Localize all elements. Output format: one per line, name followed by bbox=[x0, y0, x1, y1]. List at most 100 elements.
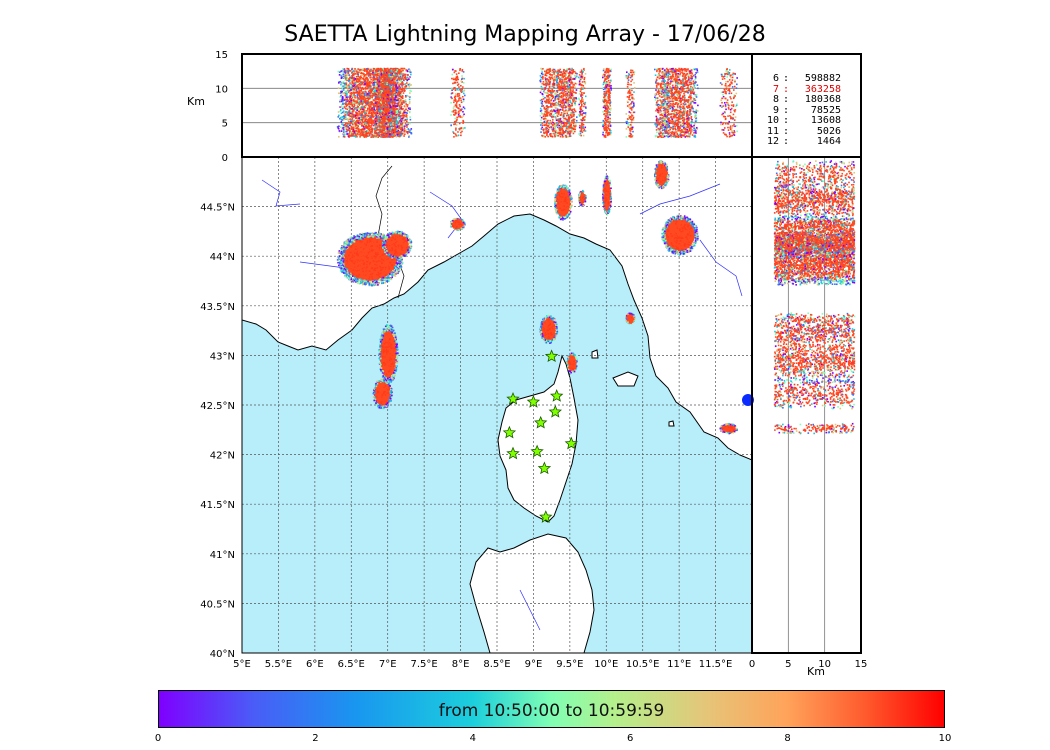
lightning-source bbox=[406, 244, 409, 247]
lightning-source bbox=[371, 232, 374, 234]
lightning-source bbox=[393, 376, 395, 378]
lightning-source bbox=[400, 245, 403, 247]
lightning-source bbox=[407, 241, 410, 243]
lightning-source bbox=[455, 226, 458, 228]
lightning-source bbox=[392, 367, 395, 370]
lightning-source bbox=[382, 370, 385, 373]
lightning-source bbox=[394, 246, 396, 249]
lightning-source bbox=[383, 377, 385, 380]
lightning-source bbox=[395, 357, 398, 360]
lightning-source bbox=[352, 239, 355, 242]
lightning-source bbox=[372, 253, 375, 255]
lightning-source bbox=[355, 269, 358, 272]
lightning-source bbox=[370, 242, 372, 244]
lightning-source bbox=[568, 213, 570, 216]
lightning-source bbox=[389, 396, 391, 399]
lightning-source bbox=[398, 256, 401, 258]
lightning-source bbox=[373, 246, 376, 249]
lightning-source bbox=[392, 233, 394, 236]
lightning-source bbox=[386, 405, 389, 408]
lightning-source bbox=[380, 280, 383, 282]
lightning-source bbox=[381, 262, 383, 264]
lightning-source bbox=[385, 392, 387, 394]
lightning-source bbox=[405, 240, 408, 242]
lightning-source bbox=[366, 268, 368, 271]
lightning-source bbox=[381, 380, 384, 382]
lightning-source bbox=[350, 236, 353, 238]
lightning-source bbox=[397, 270, 400, 273]
lightning-source bbox=[383, 391, 385, 393]
lightning-source bbox=[391, 350, 393, 353]
lightning-source bbox=[371, 250, 373, 252]
lightning-source bbox=[391, 363, 394, 365]
lightning-source bbox=[372, 236, 375, 238]
lightning-source bbox=[360, 256, 363, 259]
lightning-source bbox=[382, 239, 384, 242]
lightning-source bbox=[371, 252, 374, 254]
lightning-source bbox=[352, 269, 355, 271]
lightning-source bbox=[373, 269, 375, 271]
lightning-source bbox=[376, 273, 379, 275]
lightning-source bbox=[389, 371, 391, 374]
lightning-source bbox=[381, 389, 384, 392]
lightning-source bbox=[393, 268, 396, 271]
lightning-source bbox=[369, 264, 371, 267]
lightning-source bbox=[385, 348, 388, 351]
lightning-source bbox=[408, 244, 410, 247]
lightning-source bbox=[389, 395, 392, 398]
lightning-source bbox=[393, 351, 396, 353]
lightning-source bbox=[381, 376, 384, 378]
lightning-source bbox=[381, 384, 384, 387]
lightning-source bbox=[361, 263, 363, 266]
lightning-source bbox=[382, 330, 384, 333]
lightning-source bbox=[349, 242, 352, 244]
lightning-source bbox=[561, 186, 564, 189]
lightning-source bbox=[398, 261, 401, 264]
lightning-source bbox=[384, 367, 387, 370]
lightning-source bbox=[387, 254, 390, 256]
lightning-source bbox=[386, 387, 388, 390]
lightning-source bbox=[398, 232, 400, 235]
lightning-source bbox=[364, 268, 366, 270]
lightning-source bbox=[359, 236, 362, 238]
lightning-source bbox=[362, 234, 364, 237]
lightning-source bbox=[367, 249, 369, 251]
lightning-source bbox=[390, 241, 392, 243]
lightning-source bbox=[568, 191, 571, 193]
lightning-source bbox=[457, 221, 460, 223]
lightning-source bbox=[405, 246, 408, 248]
lightning-source bbox=[398, 246, 401, 249]
lightning-source bbox=[365, 251, 368, 254]
lightning-source bbox=[358, 235, 360, 238]
lightning-source bbox=[388, 351, 390, 354]
lightning-source bbox=[382, 276, 385, 279]
lightning-source bbox=[401, 258, 403, 261]
lightning-source bbox=[379, 247, 382, 250]
lightning-source bbox=[354, 273, 357, 276]
lightning-source bbox=[381, 338, 384, 341]
lightning-source bbox=[385, 255, 387, 257]
lightning-source bbox=[390, 386, 392, 389]
lightning-source bbox=[402, 248, 405, 251]
lightning-source bbox=[386, 261, 389, 264]
lightning-source bbox=[389, 380, 391, 383]
lightning-source bbox=[386, 384, 388, 386]
lightning-source bbox=[385, 382, 388, 385]
lightning-source bbox=[386, 369, 388, 371]
lightning-source bbox=[382, 341, 385, 344]
lightning-source bbox=[387, 349, 390, 352]
lightning-source bbox=[374, 252, 377, 254]
lightning-source bbox=[355, 245, 357, 248]
lightning-source bbox=[380, 342, 383, 345]
lightning-source bbox=[386, 270, 389, 273]
lightning-source bbox=[349, 253, 352, 256]
lightning-source bbox=[395, 242, 397, 245]
lightning-source bbox=[392, 327, 394, 330]
lightning-source bbox=[366, 253, 369, 255]
lightning-source bbox=[349, 272, 352, 275]
lightning-source bbox=[380, 337, 382, 340]
lightning-source bbox=[389, 325, 392, 327]
lightning-source bbox=[394, 269, 397, 272]
lightning-source bbox=[381, 391, 383, 394]
lightning-source bbox=[340, 250, 343, 253]
